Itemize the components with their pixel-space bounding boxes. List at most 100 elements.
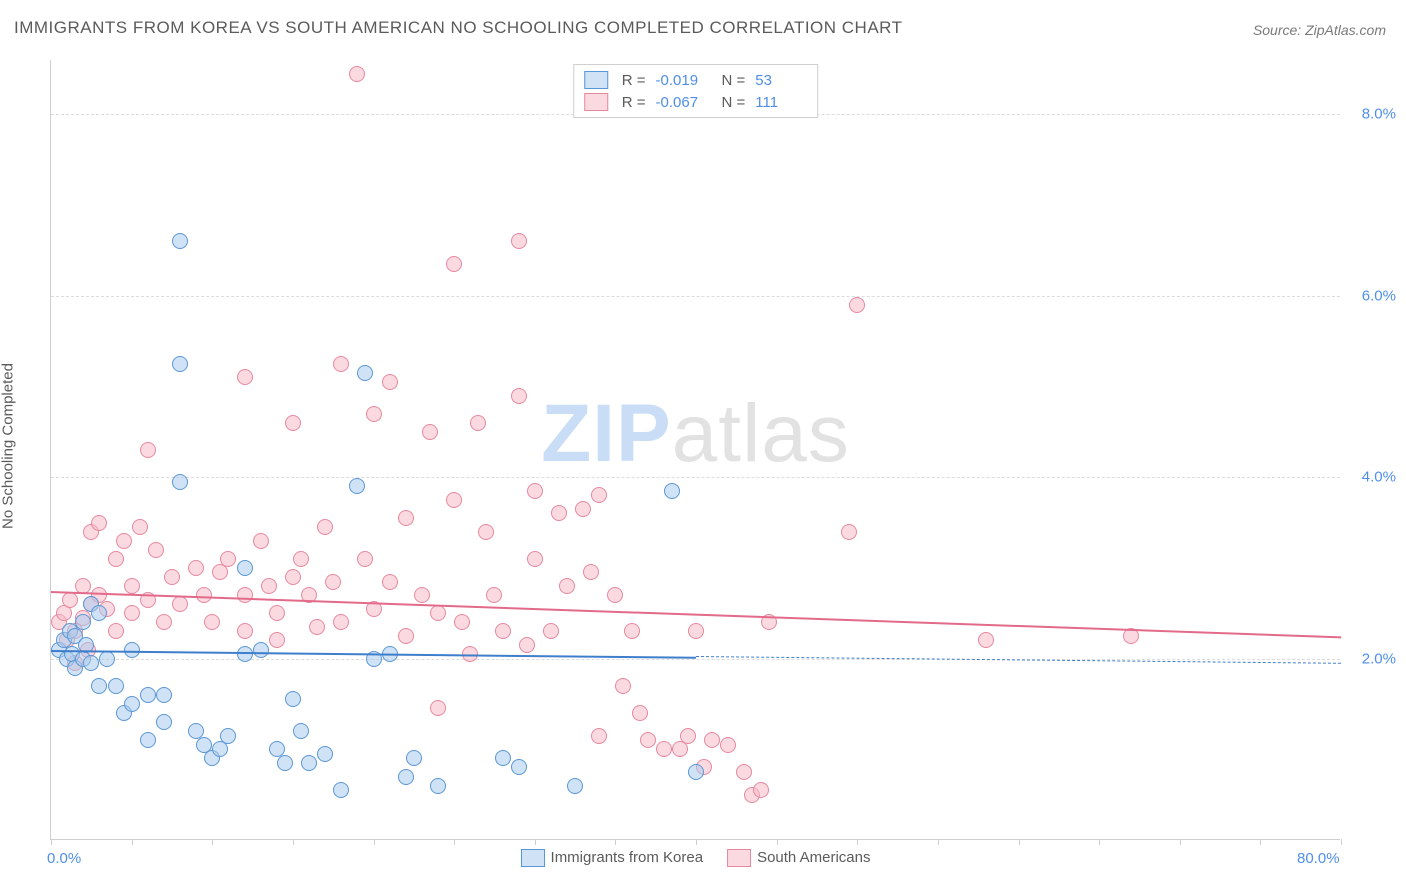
scatter-point-south [470, 415, 486, 431]
scatter-point-south [204, 614, 220, 630]
scatter-point-south [382, 574, 398, 590]
scatter-point-south [261, 578, 277, 594]
legend-row-korea: R = -0.019 N = 53 [584, 69, 808, 91]
legend-swatch-south [584, 93, 608, 111]
scatter-point-korea [567, 778, 583, 794]
scatter-point-south [656, 741, 672, 757]
scatter-point-south [591, 487, 607, 503]
scatter-point-south [478, 524, 494, 540]
legend-item-south: South Americans [727, 849, 870, 867]
scatter-point-korea [398, 769, 414, 785]
legend-swatch-korea [584, 71, 608, 89]
scatter-point-korea [664, 483, 680, 499]
scatter-point-korea [212, 741, 228, 757]
legend-n-key: N = [722, 94, 746, 111]
x-tick-mark [454, 839, 455, 845]
x-tick-mark [1019, 839, 1020, 845]
y-tick-label: 6.0% [1362, 287, 1396, 304]
scatter-point-korea [83, 655, 99, 671]
watermark-part1: ZIP [541, 388, 672, 479]
scatter-point-south [640, 732, 656, 748]
scatter-point-south [736, 764, 752, 780]
scatter-point-south [293, 551, 309, 567]
scatter-point-south [849, 297, 865, 313]
scatter-point-korea [301, 755, 317, 771]
scatter-point-south [124, 605, 140, 621]
trend-line-korea-extrapolated [696, 656, 1341, 664]
scatter-point-south [624, 623, 640, 639]
legend-r-value-korea: -0.019 [656, 72, 708, 89]
scatter-point-south [511, 233, 527, 249]
scatter-point-korea [124, 696, 140, 712]
grid-line [51, 477, 1340, 478]
correlation-legend: R = -0.019 N = 53 R = -0.067 N = 111 [573, 64, 819, 118]
scatter-point-south [333, 614, 349, 630]
scatter-point-korea [220, 728, 236, 744]
x-tick-label: 80.0% [1297, 850, 1340, 867]
x-tick-mark [1341, 839, 1342, 845]
scatter-point-south [91, 515, 107, 531]
scatter-point-south [446, 492, 462, 508]
source-site: ZipAtlas.com [1305, 22, 1386, 38]
scatter-point-south [495, 623, 511, 639]
x-tick-mark [1180, 839, 1181, 845]
scatter-point-south [543, 623, 559, 639]
scatter-point-south [196, 587, 212, 603]
scatter-point-korea [688, 764, 704, 780]
scatter-point-korea [277, 755, 293, 771]
scatter-point-south [172, 596, 188, 612]
scatter-point-south [309, 619, 325, 635]
x-tick-label: 0.0% [47, 850, 81, 867]
scatter-point-south [486, 587, 502, 603]
scatter-point-korea [156, 687, 172, 703]
scatter-point-korea [172, 356, 188, 372]
scatter-point-south [680, 728, 696, 744]
scatter-point-korea [124, 642, 140, 658]
legend-row-south: R = -0.067 N = 111 [584, 91, 808, 113]
x-tick-mark [535, 839, 536, 845]
scatter-point-south [446, 256, 462, 272]
scatter-point-korea [99, 651, 115, 667]
scatter-point-south [414, 587, 430, 603]
legend-label-south: South Americans [757, 849, 870, 866]
scatter-point-korea [172, 233, 188, 249]
scatter-point-south [591, 728, 607, 744]
scatter-point-south [148, 542, 164, 558]
scatter-point-korea [357, 365, 373, 381]
scatter-point-south [317, 519, 333, 535]
scatter-point-south [285, 415, 301, 431]
scatter-point-south [237, 623, 253, 639]
scatter-point-korea [237, 560, 253, 576]
scatter-point-south [285, 569, 301, 585]
scatter-point-south [124, 578, 140, 594]
scatter-point-south [333, 356, 349, 372]
scatter-point-korea [349, 478, 365, 494]
scatter-point-korea [91, 605, 107, 621]
x-tick-mark [212, 839, 213, 845]
scatter-point-south [116, 533, 132, 549]
scatter-point-south [237, 369, 253, 385]
scatter-point-korea [333, 782, 349, 798]
scatter-point-south [349, 66, 365, 82]
legend-n-key: N = [722, 72, 746, 89]
y-tick-label: 2.0% [1362, 650, 1396, 667]
scatter-point-korea [91, 678, 107, 694]
scatter-point-south [62, 592, 78, 608]
scatter-point-korea [140, 687, 156, 703]
chart-title: IMMIGRANTS FROM KOREA VS SOUTH AMERICAN … [14, 18, 903, 38]
scatter-point-south [398, 510, 414, 526]
scatter-point-korea [406, 750, 422, 766]
scatter-point-south [607, 587, 623, 603]
scatter-point-south [108, 551, 124, 567]
x-tick-mark [51, 839, 52, 845]
y-axis-label: No Schooling Completed [0, 363, 17, 529]
scatter-point-south [559, 578, 575, 594]
y-tick-label: 8.0% [1362, 106, 1396, 123]
scatter-point-south [688, 623, 704, 639]
scatter-point-south [753, 782, 769, 798]
legend-label-korea: Immigrants from Korea [551, 849, 704, 866]
source-prefix: Source: [1253, 22, 1305, 38]
legend-n-value-korea: 53 [755, 72, 807, 89]
scatter-point-south [575, 501, 591, 517]
y-tick-label: 4.0% [1362, 469, 1396, 486]
